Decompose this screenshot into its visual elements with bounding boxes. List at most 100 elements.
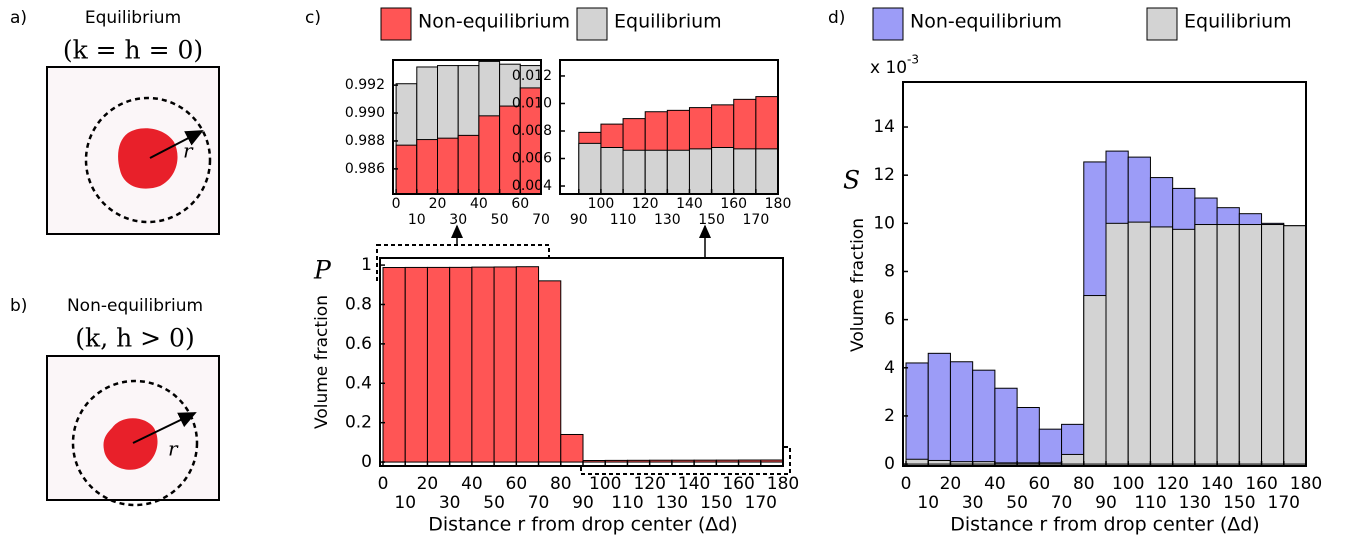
bar: [582, 460, 606, 463]
x-tick-label: 70: [532, 212, 550, 228]
symbol: P: [313, 256, 332, 285]
bar: [1216, 224, 1240, 465]
x-tick-label: 90: [572, 493, 594, 513]
x-tick-label: 120: [633, 474, 665, 494]
bar: [1016, 406, 1040, 465]
x-tick-label: 170: [743, 212, 770, 228]
bar: [471, 266, 495, 463]
x-tick-label: 90: [570, 212, 588, 228]
x-tick-label: 170: [1268, 493, 1300, 513]
x-tick-label: 180: [767, 474, 799, 494]
y-tick-label: 0.2: [345, 413, 372, 433]
x-tick-label: 130: [1179, 493, 1211, 513]
x-tick-label: 70: [528, 493, 550, 513]
y-axis-label: Volume fraction: [312, 295, 332, 429]
y-tick-label: 1: [361, 255, 372, 275]
x-tick-label: 110: [610, 212, 637, 228]
bar: [1061, 453, 1085, 465]
radius-circle: [84, 96, 212, 224]
bar: [905, 362, 929, 465]
y-tick-label: 0.986: [345, 161, 385, 177]
bar: [404, 266, 428, 463]
x-tick-label: 20: [417, 474, 439, 494]
y-tick-label: 0.992: [345, 77, 385, 93]
drop: [118, 128, 178, 189]
y-tick-label: 0: [361, 452, 372, 472]
bar: [395, 144, 418, 195]
x-tick-label: 150: [1223, 493, 1255, 513]
bar: [949, 361, 974, 465]
y-tick-label: 0.006: [512, 151, 552, 167]
bar: [760, 459, 784, 463]
bar: [666, 149, 690, 195]
x-tick-label: 90: [1095, 493, 1117, 513]
x-tick-label: 0: [378, 474, 389, 494]
bar: [738, 459, 762, 463]
radius-arrow: [132, 412, 197, 444]
x-tick-label: 120: [632, 196, 659, 212]
condition: (k = h = 0): [63, 36, 203, 65]
x-tick-label: 140: [1201, 474, 1233, 494]
y-tick-label: 0.990: [345, 105, 385, 121]
y-tick-label: 0.004: [512, 178, 552, 194]
plot-frame: [902, 81, 1307, 467]
x-tick-label: 10: [408, 212, 426, 228]
x-axis-label: Distance r from drop center (Δd): [950, 514, 1259, 536]
x-tick-label: 140: [678, 474, 710, 494]
bar: [560, 433, 584, 463]
radius-arrow: [149, 130, 204, 159]
x-tick-label: 100: [1112, 474, 1144, 494]
bar: [1283, 225, 1307, 465]
plot-frame: [379, 257, 784, 467]
x-tick-label: 100: [588, 196, 615, 212]
panel-label: d): [828, 8, 845, 28]
bar: [1083, 295, 1107, 465]
x-tick-label: 180: [765, 196, 792, 212]
bar: [437, 137, 459, 195]
x-tick-label: 130: [656, 493, 688, 513]
x-tick-label: 150: [698, 212, 725, 228]
bar: [644, 149, 668, 195]
bar: [1038, 462, 1063, 465]
x-tick-label: 50: [1006, 493, 1028, 513]
y-axis-label: Volume fraction: [848, 218, 868, 352]
plot-frame: [392, 59, 542, 195]
symbol: S: [843, 166, 860, 195]
bar: [493, 266, 517, 463]
plot-frame: [559, 59, 779, 195]
x-tick-label: 30: [439, 493, 461, 513]
bar: [626, 459, 651, 463]
x-tick-label: 40: [461, 474, 483, 494]
bar: [515, 266, 540, 463]
bar: [1105, 222, 1129, 465]
bar: [949, 461, 974, 465]
x-tick-label: 140: [676, 196, 703, 212]
bar: [604, 459, 628, 463]
bar: [1038, 428, 1063, 465]
panel-label: c): [305, 8, 321, 28]
y-tick-label: 0.4: [345, 373, 372, 393]
x-tick-label: 70: [1051, 493, 1073, 513]
bar: [733, 148, 757, 195]
legend-label: Non-equilibrium: [418, 11, 570, 33]
y-tick-label: 0.010: [512, 95, 552, 111]
x-tick-label: 150: [700, 493, 732, 513]
bar: [478, 115, 501, 195]
x-tick-label: 50: [483, 493, 505, 513]
x-tick-label: 180: [1290, 474, 1322, 494]
x-tick-label: 50: [491, 212, 509, 228]
panel-title: Equilibrium: [85, 8, 181, 28]
legend-label: Equilibrium: [614, 11, 722, 33]
x-tick-label: 60: [511, 196, 529, 212]
bar: [1194, 224, 1218, 465]
x-tick-label: 170: [745, 493, 777, 513]
y-tick-label: 0.8: [345, 294, 372, 314]
axis-multiplier: x 10: [870, 58, 907, 78]
bar: [416, 139, 439, 195]
y-tick-label: 4: [884, 358, 895, 378]
y-tick-label: 0.008: [512, 123, 552, 139]
x-axis-label: Distance r from drop center (Δd): [428, 514, 737, 536]
x-tick-label: 40: [470, 196, 488, 212]
bar: [457, 134, 480, 195]
x-tick-label: 60: [506, 474, 528, 494]
